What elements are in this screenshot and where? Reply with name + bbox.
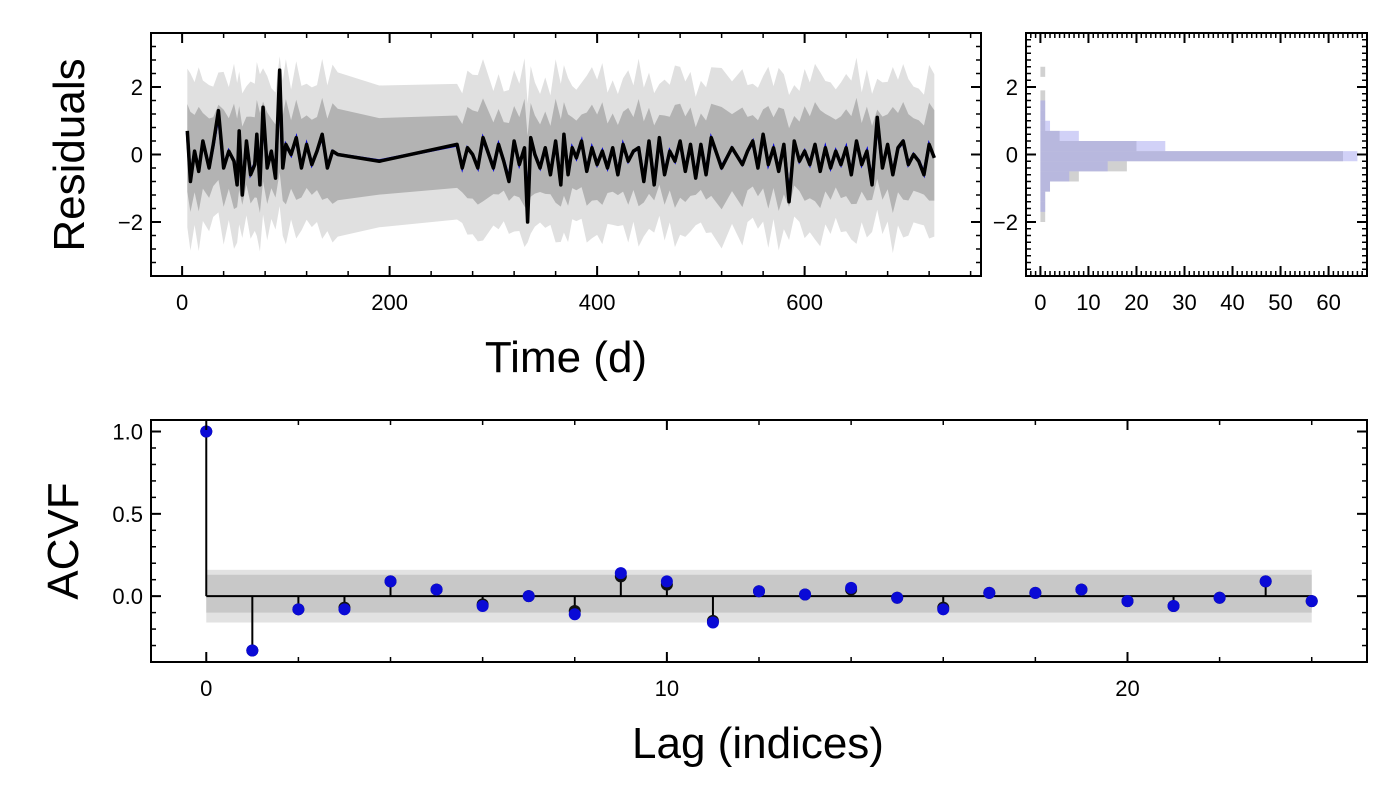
histogram-bar bbox=[1040, 66, 1046, 77]
histogram-bar bbox=[1040, 191, 1046, 202]
acvf-point-model bbox=[384, 575, 397, 588]
acvf-point-model bbox=[292, 603, 305, 616]
acvf-point-model bbox=[1213, 591, 1226, 604]
p2-xtick-label: 60 bbox=[1316, 290, 1340, 315]
acvf-point-model bbox=[1259, 575, 1272, 588]
histogram-bar bbox=[1040, 130, 1079, 141]
acvf-point-model bbox=[476, 600, 489, 613]
histogram-bar bbox=[1040, 151, 1358, 162]
p2-xtick-label: 0 bbox=[1034, 290, 1046, 315]
histogram-bar bbox=[1040, 100, 1046, 111]
histogram-bar bbox=[1040, 120, 1051, 131]
acvf-point-model bbox=[937, 603, 950, 616]
p3-ytick-label: 0.0 bbox=[112, 584, 143, 609]
acvf-point-model bbox=[430, 583, 443, 596]
acvf-point-model bbox=[753, 585, 765, 598]
inner-uncertainty-band bbox=[187, 90, 935, 214]
histogram-bar bbox=[1040, 141, 1137, 152]
acvf-point-model bbox=[1029, 586, 1042, 599]
p3-xtick-label: 10 bbox=[655, 676, 679, 701]
p3-ytick-label: 0.5 bbox=[112, 502, 143, 527]
acvf-point-model bbox=[891, 591, 904, 604]
p2-xtick-label: 20 bbox=[1124, 290, 1148, 315]
histogram-bar bbox=[1040, 90, 1046, 101]
p2-ytick-label: 0 bbox=[1006, 143, 1018, 168]
lag-axis-title: Lag (indices) bbox=[632, 719, 884, 768]
histogram-bar bbox=[1040, 201, 1046, 212]
p2-xtick-label: 40 bbox=[1220, 290, 1244, 315]
histogram-bar bbox=[1040, 130, 1060, 141]
acvf-point-model bbox=[706, 616, 719, 629]
acvf-point-model bbox=[246, 644, 259, 657]
p1-ytick-label: −2 bbox=[118, 210, 143, 235]
histogram-bar bbox=[1040, 141, 1166, 152]
histogram-bar bbox=[1040, 120, 1046, 131]
acvf-point-model bbox=[660, 575, 673, 588]
histogram-bar bbox=[1040, 191, 1046, 202]
residuals-histogram-panel: 0 10 20 30 40 50 60 −2 0 2 bbox=[993, 32, 1368, 315]
acvf-point-model bbox=[568, 608, 581, 621]
histogram-bar bbox=[1040, 110, 1046, 121]
acvf-point-model bbox=[1305, 595, 1318, 608]
acvf-point-model bbox=[614, 567, 627, 580]
acvf-point-model bbox=[799, 588, 812, 601]
histogram-bar bbox=[1040, 110, 1046, 121]
histogram-bar bbox=[1040, 181, 1051, 192]
acvf-point-model bbox=[983, 586, 996, 599]
p2-xtick-label: 30 bbox=[1172, 290, 1196, 315]
acvf-point-model bbox=[522, 590, 535, 603]
p2-xtick-label: 50 bbox=[1268, 290, 1292, 315]
histogram-bar bbox=[1040, 100, 1046, 111]
acvf-point-model bbox=[1075, 583, 1088, 596]
acvf-point-model bbox=[1167, 600, 1180, 613]
p1-xtick-label: 600 bbox=[786, 290, 823, 315]
acvf-point-model bbox=[845, 581, 858, 594]
p3-frame bbox=[150, 419, 1368, 663]
acvf-axis-title: ACVF bbox=[39, 482, 88, 599]
residuals-line bbox=[185, 68, 936, 224]
acvf-point-model bbox=[1121, 595, 1134, 608]
acvf-panel: 0 10 20 0.0 0.5 1.0 bbox=[112, 419, 1368, 701]
residuals-axis-title: Residuals bbox=[45, 58, 94, 251]
p1-frame bbox=[150, 32, 982, 277]
histogram-bar bbox=[1040, 161, 1127, 172]
acvf-point-model bbox=[200, 425, 213, 438]
histogram-bar bbox=[1040, 181, 1051, 192]
p1-ytick-label: 2 bbox=[131, 75, 143, 100]
time-axis-title: Time (d) bbox=[485, 333, 647, 382]
p3-ytick-label: 1.0 bbox=[112, 420, 143, 445]
acvf-point-model bbox=[338, 603, 351, 616]
residuals-time-panel: 0 200 400 600 −2 0 2 bbox=[118, 32, 982, 315]
histogram-bar bbox=[1040, 171, 1079, 182]
histogram-bar bbox=[1040, 171, 1070, 182]
p1-ytick-label: 0 bbox=[131, 143, 143, 168]
p2-ytick-label: −2 bbox=[993, 210, 1018, 235]
p1-xtick-label: 200 bbox=[371, 290, 408, 315]
p3-xtick-label: 20 bbox=[1115, 676, 1139, 701]
p1-xtick-label: 400 bbox=[579, 290, 616, 315]
p2-xtick-label: 10 bbox=[1076, 290, 1100, 315]
histogram-bar bbox=[1040, 211, 1046, 222]
p2-frame bbox=[1025, 32, 1368, 277]
histogram-bar bbox=[1040, 161, 1108, 172]
p3-xtick-label: 0 bbox=[200, 676, 212, 701]
histogram-bar bbox=[1040, 151, 1343, 162]
histogram-bar bbox=[1040, 201, 1046, 212]
p2-ytick-label: 2 bbox=[1006, 75, 1018, 100]
p1-xtick-label: 0 bbox=[176, 290, 188, 315]
